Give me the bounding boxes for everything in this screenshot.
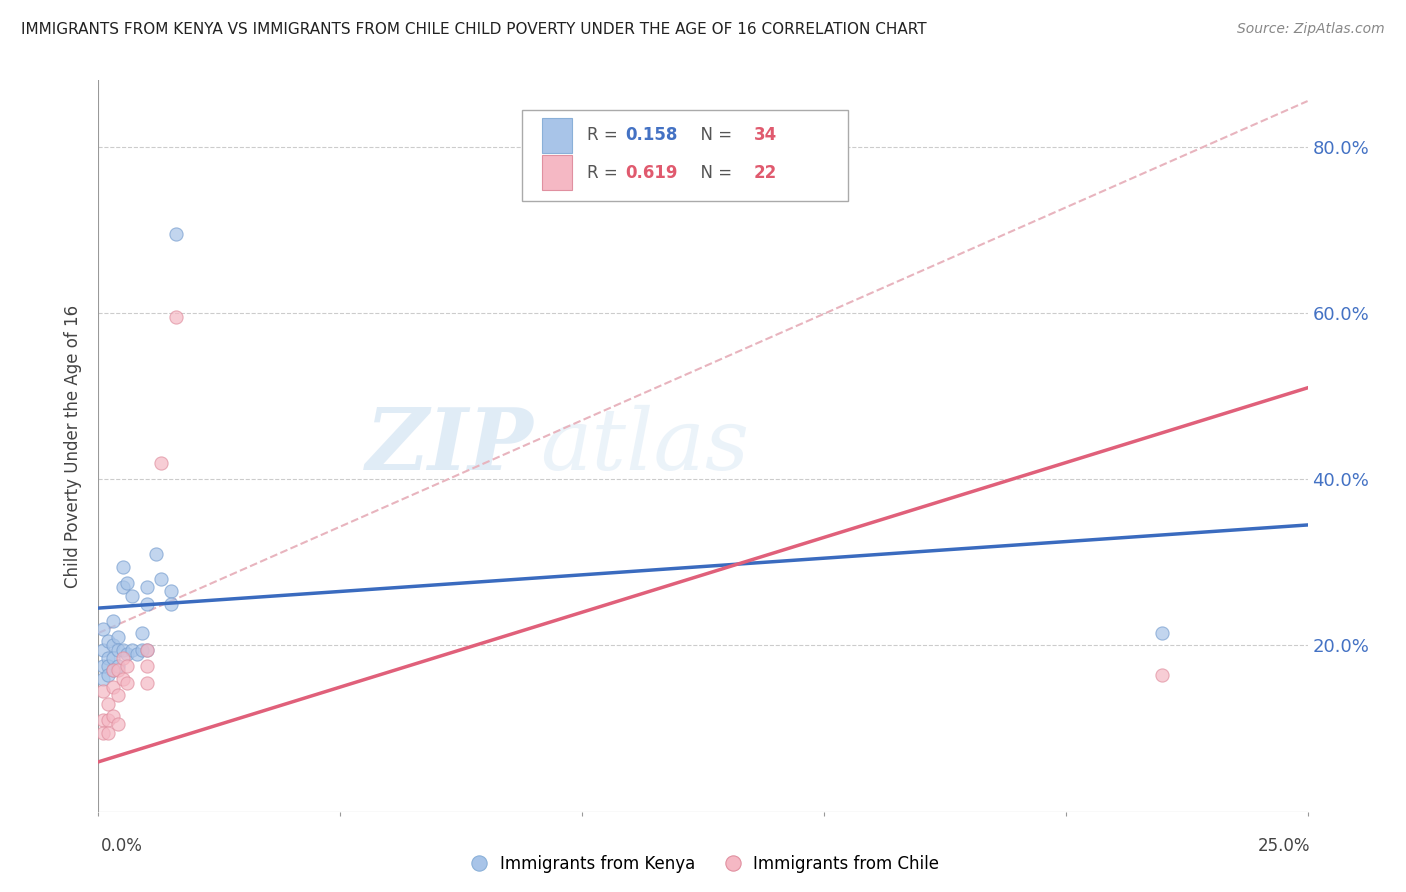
Point: [101, 651, 124, 665]
Point: [91, 684, 114, 698]
Point: [101, 639, 124, 653]
Point: [121, 589, 143, 603]
Point: [107, 717, 129, 731]
FancyBboxPatch shape: [543, 155, 572, 190]
Point: [111, 672, 134, 686]
Point: [101, 614, 124, 628]
Point: [101, 664, 124, 678]
Text: atlas: atlas: [540, 405, 749, 487]
Point: [150, 456, 173, 470]
Point: [145, 547, 167, 561]
Point: [1152, 667, 1174, 681]
Text: R =: R =: [586, 126, 623, 145]
Point: [91, 622, 114, 636]
Text: 22: 22: [754, 164, 778, 182]
Point: [111, 651, 134, 665]
Point: [91, 725, 114, 739]
Point: [135, 642, 157, 657]
Point: [111, 580, 134, 594]
Text: 34: 34: [754, 126, 778, 145]
Point: [131, 626, 153, 640]
Point: [107, 630, 129, 644]
Point: [107, 689, 129, 703]
Text: R =: R =: [586, 164, 623, 182]
Text: 0.0%: 0.0%: [101, 837, 143, 855]
Point: [107, 659, 129, 673]
Point: [97, 714, 120, 728]
Text: Source: ZipAtlas.com: Source: ZipAtlas.com: [1237, 22, 1385, 37]
Point: [97, 659, 120, 673]
Point: [135, 676, 157, 690]
Point: [131, 642, 153, 657]
Point: [91, 714, 114, 728]
Point: [97, 697, 120, 711]
Point: [135, 597, 157, 611]
Point: [101, 680, 124, 694]
Point: [135, 642, 157, 657]
Point: [97, 725, 120, 739]
Legend: Immigrants from Kenya, Immigrants from Chile: Immigrants from Kenya, Immigrants from C…: [460, 848, 946, 880]
Point: [91, 659, 114, 673]
Point: [150, 572, 173, 586]
Point: [97, 634, 120, 648]
Point: [165, 227, 187, 241]
Point: [135, 659, 157, 673]
Point: [97, 667, 120, 681]
Point: [117, 647, 139, 661]
Point: [160, 584, 183, 599]
FancyBboxPatch shape: [543, 119, 572, 153]
Point: [101, 664, 124, 678]
Point: [91, 672, 114, 686]
Point: [117, 676, 139, 690]
Point: [111, 642, 134, 657]
Point: [135, 580, 157, 594]
Point: [91, 642, 114, 657]
Point: [111, 559, 134, 574]
Point: [127, 647, 149, 661]
Y-axis label: Child Poverty Under the Age of 16: Child Poverty Under the Age of 16: [65, 304, 83, 588]
Point: [121, 642, 143, 657]
Point: [117, 659, 139, 673]
Point: [97, 651, 120, 665]
Text: 25.0%: 25.0%: [1258, 837, 1310, 855]
Point: [160, 597, 183, 611]
Point: [117, 576, 139, 591]
Text: N =: N =: [690, 164, 737, 182]
Text: N =: N =: [690, 126, 737, 145]
Text: ZIP: ZIP: [366, 404, 534, 488]
Point: [1152, 626, 1174, 640]
Point: [101, 709, 124, 723]
Point: [165, 310, 187, 325]
Text: IMMIGRANTS FROM KENYA VS IMMIGRANTS FROM CHILE CHILD POVERTY UNDER THE AGE OF 16: IMMIGRANTS FROM KENYA VS IMMIGRANTS FROM…: [21, 22, 927, 37]
Point: [107, 664, 129, 678]
Text: 0.619: 0.619: [626, 164, 678, 182]
FancyBboxPatch shape: [522, 110, 848, 201]
Text: 0.158: 0.158: [626, 126, 678, 145]
Point: [107, 642, 129, 657]
